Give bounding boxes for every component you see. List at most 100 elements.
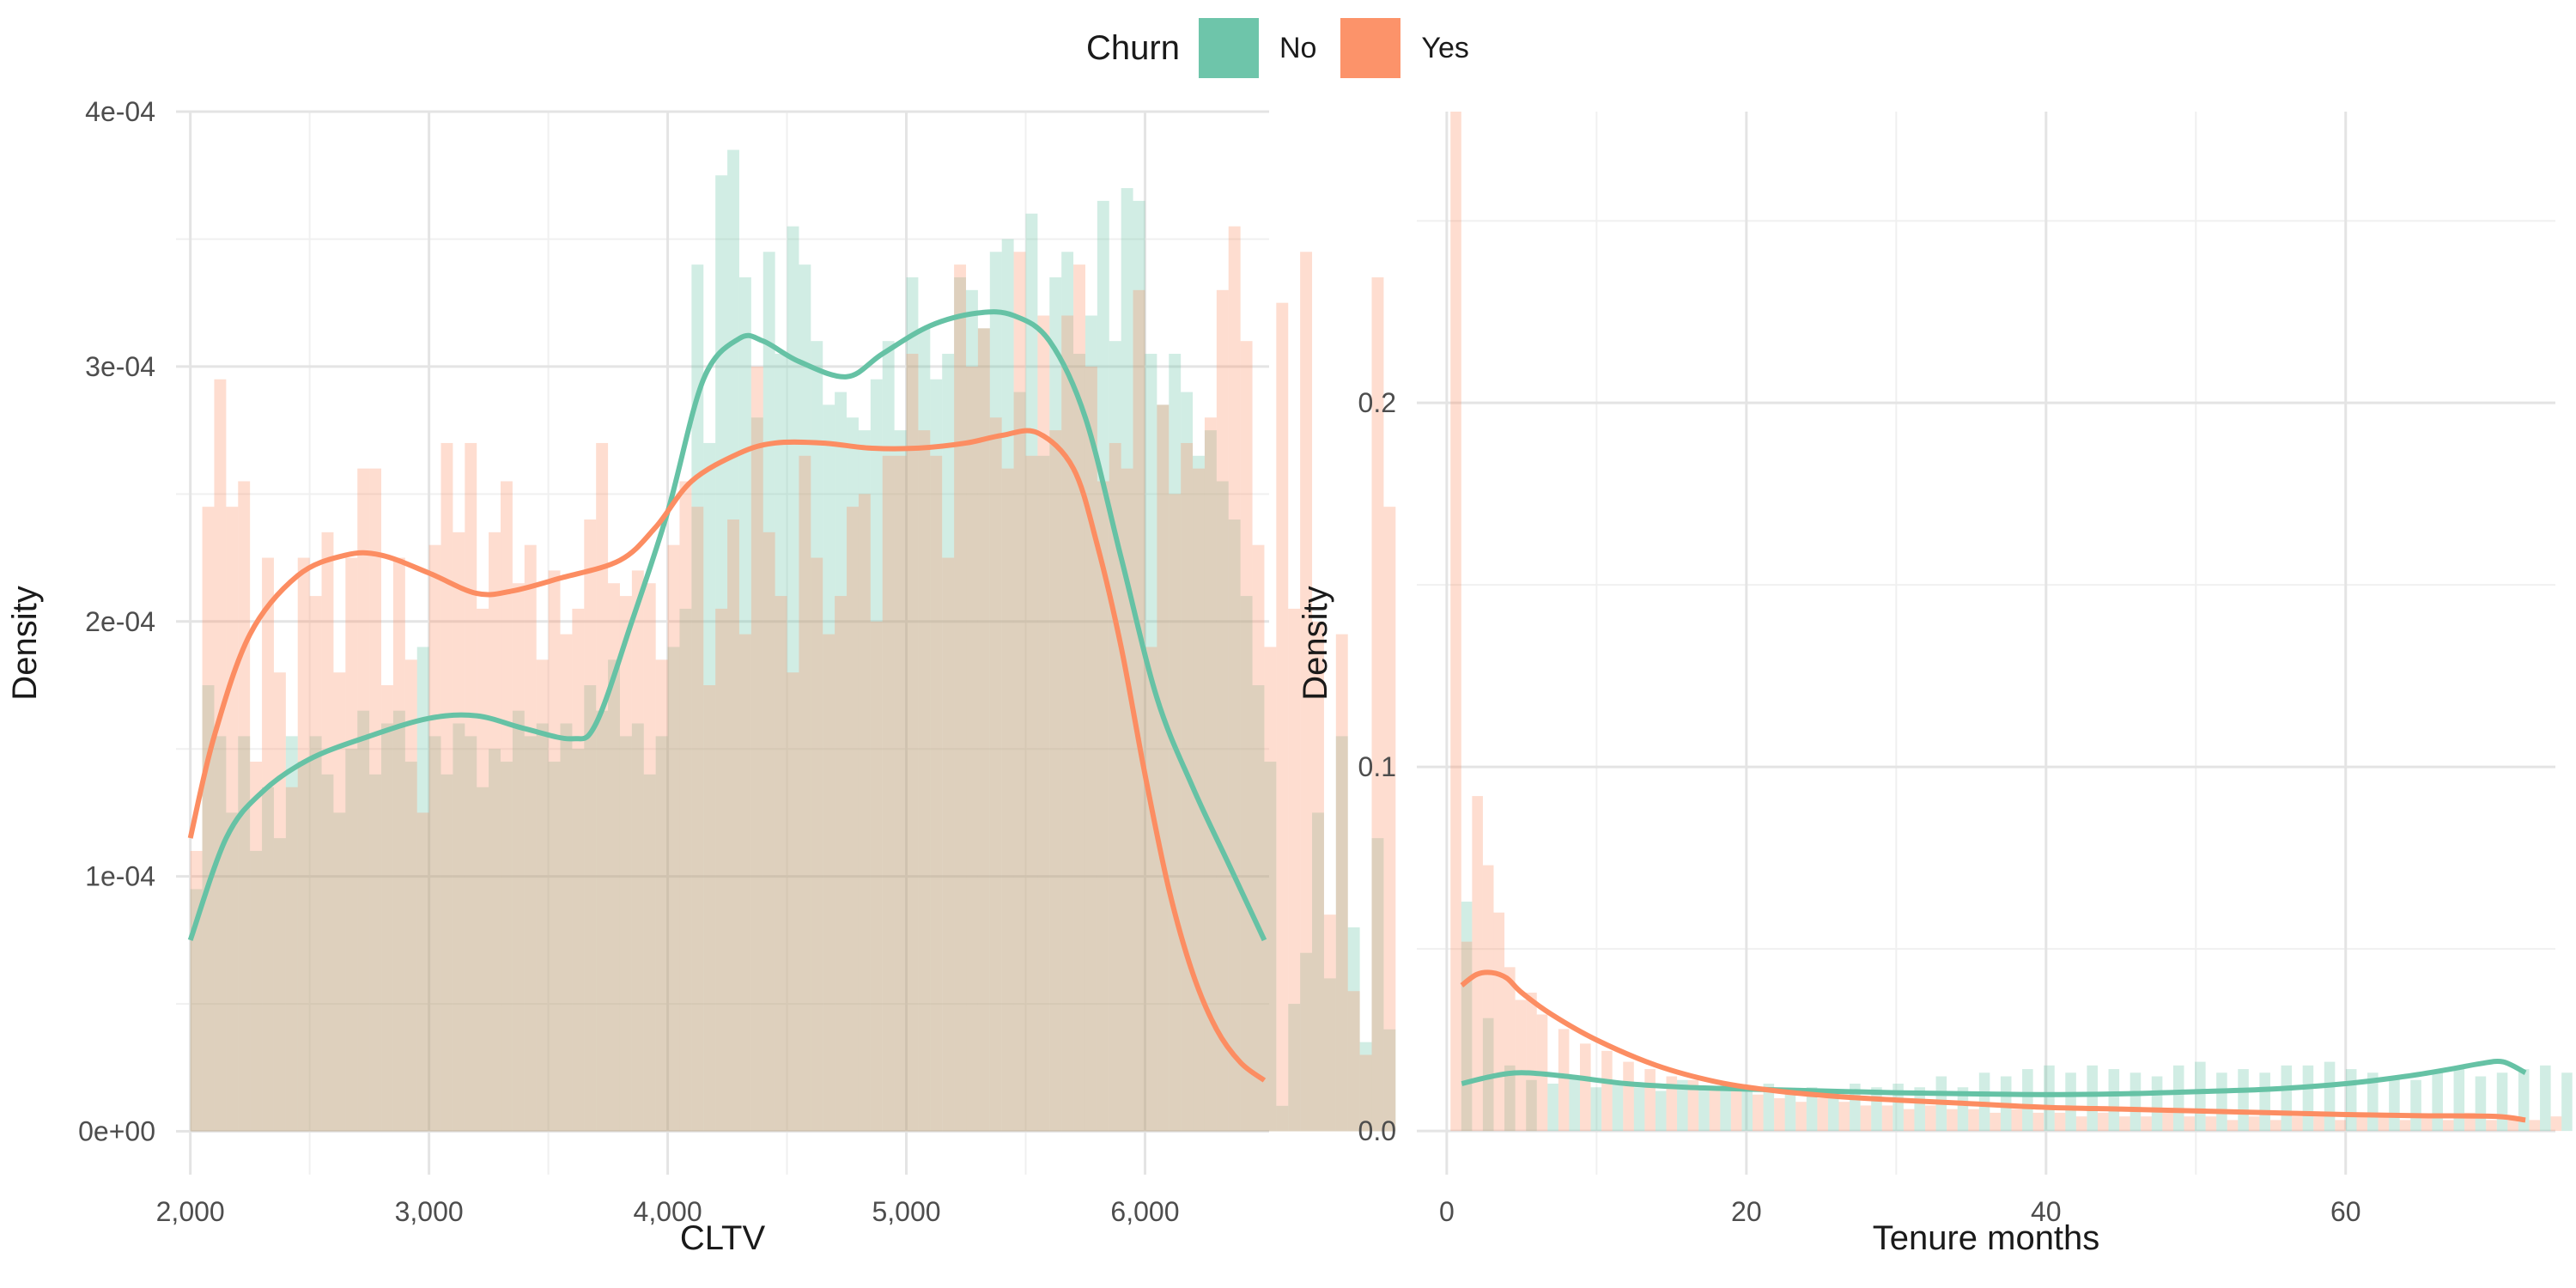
histogram-bar [894,430,907,1132]
histogram-bar [2216,1072,2227,1132]
histogram-bar [345,749,358,1132]
histogram-bar [333,672,346,1132]
histogram-bar [1264,647,1277,1132]
y-tick-label: 2e-04 [85,606,155,637]
histogram-bar [811,557,823,1132]
histogram-bar [1084,366,1097,1132]
histogram-bar [501,762,513,1132]
histogram-bar [906,276,919,1132]
histogram-bar [918,430,931,1132]
density-curve-yes [1460,969,2526,1123]
y-tick-label: 0.2 [1358,387,1396,418]
y-axis-label: Density [1297,586,1334,700]
histogram-bar [942,557,955,1132]
histogram-bar [727,149,739,1132]
histogram-bar [1204,417,1217,1132]
histogram-bar [572,749,585,1132]
histogram-bar [930,455,943,1132]
x-tick-label: 20 [1731,1196,1762,1227]
histogram-bar [1461,902,1473,1132]
histogram-bar [2496,1072,2508,1132]
histogram-bar [2032,1112,2044,1132]
histogram-bar [847,507,859,1132]
histogram-bar [1276,1105,1289,1132]
histogram-bar [2302,1065,2314,1132]
histogram-bar [1472,796,1483,1132]
histogram-bar [608,583,620,1132]
histogram-bar [1240,596,1253,1132]
histogram-bar [1450,112,1461,1132]
histogram-bar [1133,200,1145,1132]
histogram-bar [2292,1116,2303,1132]
histogram-bar [1947,1109,1958,1132]
histogram-bar [1601,1050,1613,1132]
histogram-bar [1264,762,1277,1132]
histogram-bar [2529,1120,2541,1132]
histogram-bar [2195,1061,2206,1132]
legend-item-no: No [1198,18,1316,78]
histogram-bar [1763,1084,1775,1132]
histogram-bar [1037,315,1050,1132]
histogram-bar [1121,188,1133,1132]
histogram-bar [858,430,871,1132]
histogram-bar [1133,289,1145,1132]
histogram-bar [440,442,453,1132]
histogram-no [1461,902,2573,1132]
x-tick-label: 2,000 [156,1196,225,1227]
histogram-bar [966,289,978,1132]
histogram-bar [1687,1079,1699,1132]
histogram-bar [357,468,370,1132]
histogram-bar [285,736,298,1132]
histogram-bar [1515,999,1527,1132]
density-curve-yes [187,428,1267,1083]
histogram-bar [1677,1079,1688,1132]
histogram-bar [1001,468,1014,1132]
histogram-bar [966,366,978,1132]
histogram-bar [1644,1069,1656,1132]
histogram-bar [1957,1087,1969,1132]
histogram-bar [596,710,609,1132]
histogram-no [190,149,1396,1132]
grid [176,110,1269,1175]
histogram-bar [1730,1091,1742,1132]
histogram-bar [381,723,393,1132]
histogram-bar [643,583,656,1132]
histogram-bar [2399,1120,2411,1132]
histogram-bar [1193,455,1205,1132]
histogram-bar [2022,1069,2033,1132]
histogram-bar [835,392,848,1132]
histogram-bar [1655,1091,1667,1132]
histogram-bar [2097,1112,2109,1132]
histogram-bar [1590,1087,1602,1132]
histogram-bar [2087,1065,2098,1132]
histogram-bar [1228,519,1241,1132]
histogram-bar [548,570,561,1132]
histogram-yes [190,226,1396,1132]
histogram-bar [1013,252,1026,1132]
legend-swatch-no [1198,18,1259,78]
histogram-bar [1720,1084,1731,1132]
histogram-bar [1893,1084,1904,1132]
density-curve-no [187,309,1267,942]
histogram-bar [1504,967,1516,1132]
histogram-bar [930,379,943,1132]
histogram-bar [548,762,561,1132]
histogram-bar [428,544,441,1132]
histogram-bar [2075,1116,2087,1132]
y-axis-label: Density [6,586,44,700]
histogram-bar [1037,455,1050,1132]
histogram-bar [1860,1105,1872,1132]
histogram-bar [703,442,716,1132]
histogram-bar [1252,544,1265,1132]
histogram-bar [392,710,405,1132]
histogram-bar [512,710,525,1132]
histogram-bar [2205,1116,2217,1132]
histogram-bar [1482,865,1494,1132]
histogram-bar [214,736,227,1132]
histogram-bar [1300,952,1313,1132]
histogram-bar [906,354,919,1132]
histogram-bar [190,850,203,1132]
histogram-bar [1300,252,1313,1132]
histogram-bar [1698,1087,1710,1132]
